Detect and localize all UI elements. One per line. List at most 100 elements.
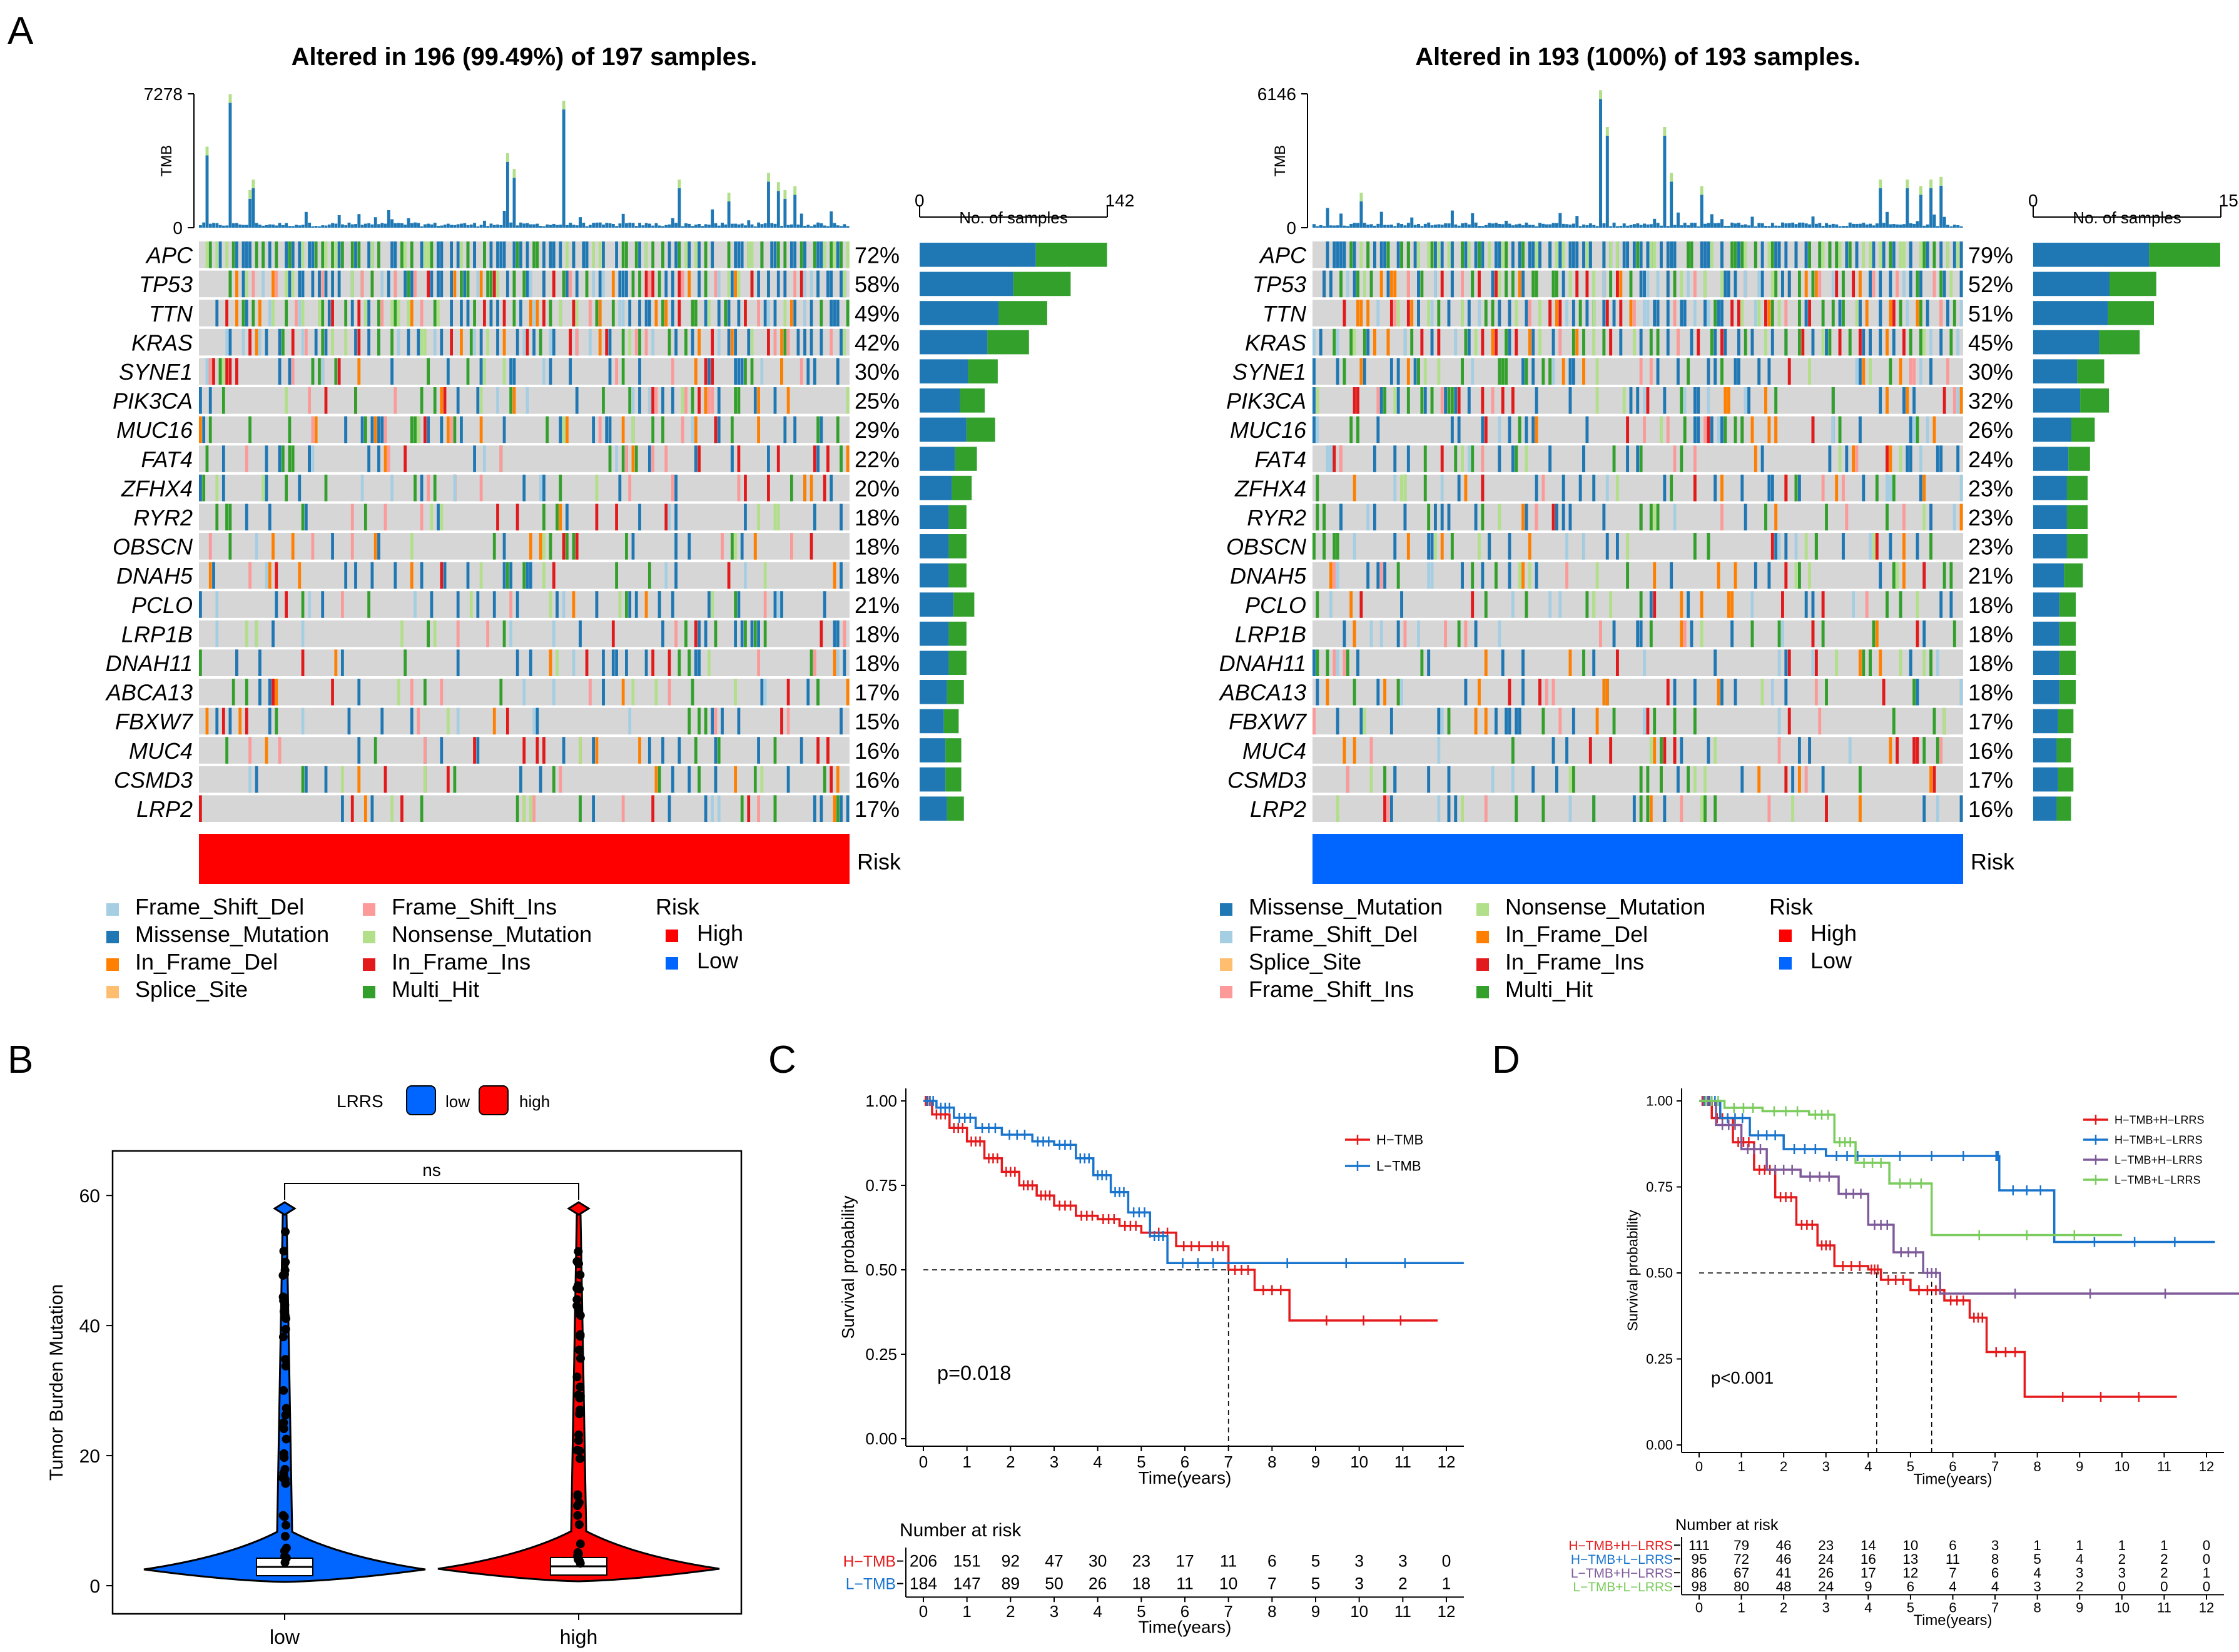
onco-cell xyxy=(651,270,655,298)
onco-cell xyxy=(473,737,476,764)
onco-cell xyxy=(1639,795,1643,822)
x-tick-label: 2 xyxy=(1780,1459,1787,1474)
onco-cell xyxy=(661,620,664,647)
onco-cell xyxy=(1639,445,1643,472)
onco-cell xyxy=(1602,270,1606,298)
onco-cell xyxy=(625,591,628,618)
onco-cell xyxy=(308,591,311,618)
onco-cell xyxy=(674,474,678,502)
onco-cell xyxy=(1932,270,1936,298)
onco-cell xyxy=(1687,591,1690,618)
onco-cell xyxy=(354,328,357,356)
onco-cell xyxy=(1548,358,1552,385)
onco-cell xyxy=(836,358,840,385)
gene-pct: 72% xyxy=(855,243,900,268)
onco-cell xyxy=(598,328,602,356)
onco-cell xyxy=(1693,533,1697,560)
onco-cell xyxy=(492,270,496,298)
tmb-bar xyxy=(1599,99,1603,228)
x-tick-label: 3 xyxy=(1822,1459,1830,1474)
onco-cell xyxy=(1734,562,1737,589)
onco-cell xyxy=(1730,620,1734,647)
onco-cell xyxy=(1632,328,1636,356)
tmb-bar xyxy=(241,225,245,228)
onco-cell xyxy=(565,504,569,530)
onco-cell xyxy=(1720,474,1724,502)
onco-cell xyxy=(1376,679,1380,706)
onco-cell xyxy=(473,445,476,472)
tmb-bar-cap xyxy=(205,146,209,156)
onco-cell xyxy=(813,504,816,530)
onco-cell xyxy=(1413,241,1417,268)
tmb-bar xyxy=(1666,226,1670,228)
risk-value: 0 xyxy=(2160,1579,2168,1594)
onco-cell xyxy=(1585,300,1589,327)
onco-cell xyxy=(456,387,460,414)
tmb-bar xyxy=(1389,225,1393,228)
tmb-bar xyxy=(714,223,718,228)
onco-cell xyxy=(311,416,315,443)
onco-cell xyxy=(1592,795,1596,822)
onco-cell xyxy=(1389,358,1393,385)
tmb-bar xyxy=(1393,226,1397,228)
onco-cell xyxy=(773,387,777,414)
onco-cell xyxy=(427,474,430,502)
onco-cell xyxy=(1683,300,1687,327)
onco-cell xyxy=(1478,241,1481,268)
onco-cell xyxy=(304,766,308,793)
panel-letter-a: A xyxy=(8,9,34,53)
gene-pct: 49% xyxy=(855,301,900,327)
onco-cell xyxy=(1663,795,1667,822)
onco-cell xyxy=(654,300,658,327)
tmb-bar xyxy=(1896,224,1899,228)
onco-cell xyxy=(734,387,738,414)
onco-cell xyxy=(1471,562,1475,589)
onco-cell xyxy=(483,445,486,472)
onco-cell xyxy=(1622,241,1626,268)
tmb-bar xyxy=(1794,224,1798,228)
onco-cell xyxy=(740,533,744,560)
tmb-bar xyxy=(793,195,797,228)
legend-swatch xyxy=(1220,958,1232,971)
onco-cell xyxy=(549,241,552,268)
onco-cell xyxy=(694,620,698,647)
tmb-bar xyxy=(602,224,605,228)
tmb-bar xyxy=(1845,226,1849,228)
onco-cell xyxy=(1764,300,1767,327)
outlier-point xyxy=(574,1247,583,1256)
onco-cell xyxy=(321,328,325,356)
onco-cell xyxy=(602,649,605,676)
onco-cell xyxy=(502,620,506,647)
onco-cell xyxy=(308,241,311,268)
onco-cell xyxy=(1410,300,1414,327)
onco-cell xyxy=(1541,795,1545,822)
tmb-bar xyxy=(803,225,806,228)
onco-cell xyxy=(552,562,556,589)
tmb-bar xyxy=(1919,195,1922,228)
onco-cell xyxy=(1582,649,1585,676)
tmb-bar xyxy=(1396,223,1400,228)
onco-cell xyxy=(199,649,202,676)
onco-cell xyxy=(1312,649,1316,676)
y-axis-label: Tumor Burden Mutation xyxy=(46,1284,67,1481)
onco-cell xyxy=(1571,300,1575,327)
onco-cell xyxy=(1346,649,1349,676)
onco-cell xyxy=(1899,241,1902,268)
onco-cell xyxy=(525,562,529,589)
onco-cell xyxy=(308,445,311,472)
onco-cell xyxy=(598,270,602,298)
onco-cell xyxy=(489,241,493,268)
onco-cell xyxy=(546,416,549,443)
onco-cell xyxy=(1666,300,1670,327)
tmb-bar xyxy=(1801,222,1805,228)
onco-cell xyxy=(1767,358,1771,385)
onco-cell xyxy=(1724,387,1727,414)
risk-value: 151 xyxy=(953,1552,981,1571)
onco-cell xyxy=(420,387,424,414)
onco-cell xyxy=(215,300,219,327)
onco-cell xyxy=(631,270,635,298)
onco-cell xyxy=(1869,649,1872,676)
tmb-bar xyxy=(410,223,414,228)
onco-cell xyxy=(1886,387,1889,414)
onco-cell xyxy=(324,241,328,268)
